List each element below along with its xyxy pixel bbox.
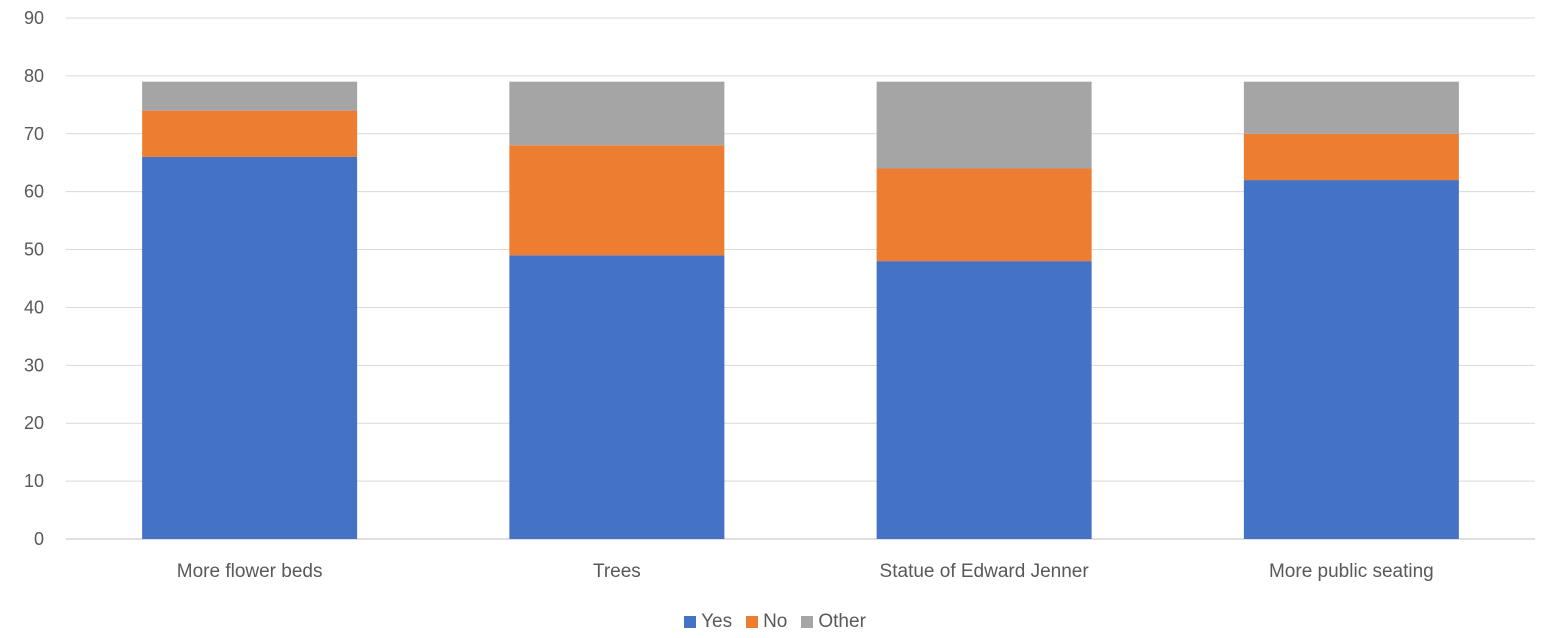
bar-segment-yes — [509, 255, 725, 539]
bar-segment-other — [1243, 81, 1459, 134]
legend-swatch — [746, 616, 759, 628]
x-axis-tick-labels: More flower beds Trees Statue of Edward Je… — [177, 561, 1434, 582]
y-tick-label: 70 — [24, 124, 44, 144]
bar-segment-no — [876, 168, 1092, 262]
legend-label: No — [763, 611, 788, 632]
y-tick-label: 50 — [24, 240, 44, 260]
bar-segment-yes — [876, 261, 1092, 539]
legend: Yes No Other — [0, 609, 1550, 635]
x-tick-label: Trees — [593, 561, 641, 582]
y-tick-label: 60 — [24, 182, 44, 202]
x-tick-label: More public seating — [1269, 561, 1434, 582]
y-tick-label: 30 — [24, 355, 44, 375]
bar-segment-yes — [1243, 180, 1459, 540]
bar-segment-other — [142, 81, 358, 111]
y-tick-label: 20 — [24, 413, 44, 433]
y-tick-label: 80 — [24, 66, 44, 86]
bars — [142, 81, 1459, 540]
bar-segment-other — [509, 81, 725, 146]
x-tick-label: Statue of Edward Jenner — [880, 561, 1090, 582]
bar-segment-other — [876, 81, 1092, 169]
y-tick-label: 10 — [24, 471, 44, 491]
legend-swatch — [801, 616, 814, 628]
y-tick-label: 0 — [34, 529, 44, 549]
x-tick-label: More flower beds — [177, 561, 323, 582]
bar-segment-no — [142, 110, 358, 157]
legend-label: Yes — [701, 611, 733, 632]
y-axis-tick-labels: 0 10 20 30 40 50 60 70 80 90 — [24, 8, 44, 549]
y-tick-label: 40 — [24, 297, 44, 317]
legend-item-no: No — [746, 611, 787, 633]
bar-segment-yes — [142, 156, 358, 539]
legend-swatch — [684, 616, 697, 628]
legend-item-yes: Yes — [684, 611, 732, 633]
legend-label: Other — [818, 611, 866, 632]
bar-segment-no — [1243, 133, 1459, 181]
y-tick-label: 90 — [24, 8, 44, 28]
bar-segment-no — [509, 145, 725, 256]
legend-item-other: Other — [801, 611, 866, 633]
